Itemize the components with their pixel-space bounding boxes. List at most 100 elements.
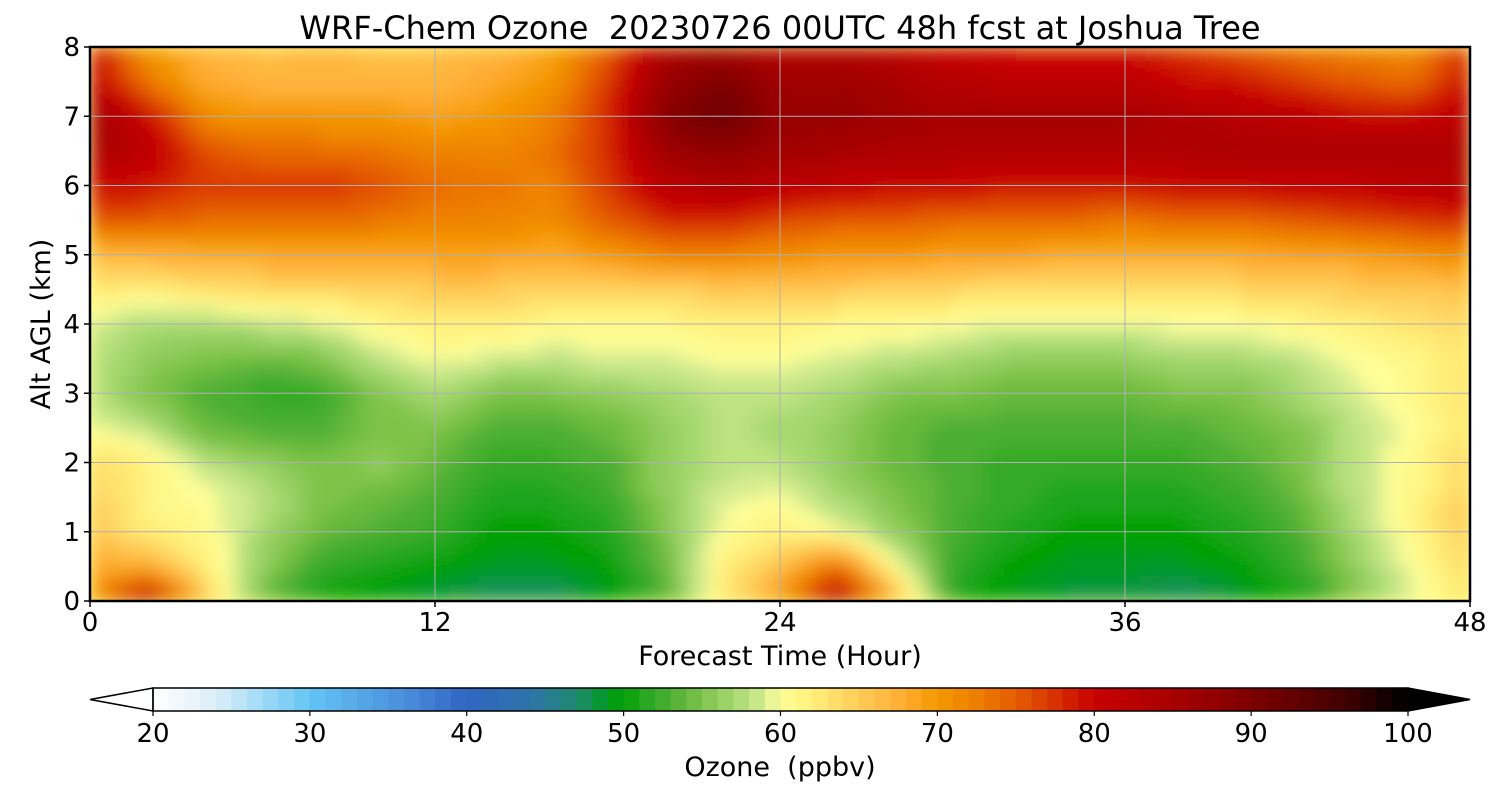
ozone-cell [1225, 583, 1241, 594]
ozone-cell [1067, 306, 1083, 317]
ozone-cell [1125, 505, 1141, 516]
ozone-cell [1211, 246, 1227, 256]
ozone-cell [1412, 497, 1428, 507]
ozone-cell [1326, 393, 1342, 403]
ozone-cell [90, 401, 106, 412]
ozone-cell [1125, 315, 1141, 325]
ozone-cell [521, 202, 537, 213]
ozone-cell [636, 393, 652, 403]
ozone-cell [420, 453, 436, 464]
ozone-cell [1383, 263, 1399, 273]
ozone-cell [909, 237, 925, 247]
ozone-cell [1383, 289, 1399, 299]
ozone-cell [521, 150, 537, 161]
ozone-cell [1196, 384, 1213, 395]
ozone-cell [1125, 436, 1141, 446]
ozone-cell [1254, 583, 1270, 594]
ozone-cell [1225, 246, 1241, 256]
ozone-cell [1311, 349, 1328, 360]
ozone-cell [435, 410, 451, 421]
ozone-cell [348, 419, 364, 429]
ozone-cell [981, 237, 997, 247]
ozone-cell [736, 211, 753, 221]
ozone-cell [262, 566, 278, 576]
ozone-cell [837, 185, 853, 195]
ozone-cell [665, 150, 681, 161]
ozone-cell [305, 419, 321, 429]
ozone-cell [593, 462, 609, 472]
ozone-cell [1254, 168, 1270, 178]
ozone-cell [966, 592, 983, 601]
ozone-cell [535, 523, 551, 533]
ozone-cell [334, 488, 350, 498]
ozone-cell [1268, 358, 1284, 369]
ozone-cell [1139, 358, 1155, 369]
ozone-cell [1182, 557, 1198, 568]
ozone-cell [1268, 566, 1284, 576]
ozone-cell [1225, 497, 1241, 507]
ozone-cell [1355, 228, 1371, 239]
ozone-cell [981, 168, 997, 178]
ozone-cell [205, 349, 221, 360]
ozone-cell [104, 393, 120, 403]
ozone-cell [650, 168, 666, 178]
ozone-cell [1038, 410, 1054, 421]
ozone-cell [1383, 549, 1399, 559]
ozone-cell [176, 194, 192, 204]
ozone-cell [391, 419, 408, 429]
ozone-cell [1081, 150, 1098, 161]
ozone-cell [492, 185, 508, 195]
ozone-cell [1010, 298, 1026, 308]
ozone-cell [550, 540, 566, 550]
ozone-cell [161, 523, 178, 533]
ozone-cell [205, 367, 221, 377]
ozone-cell [607, 298, 623, 308]
ozone-cell [751, 367, 767, 377]
ozone-cell [1053, 549, 1069, 559]
ozone-cell [1053, 427, 1069, 438]
ozone-cell [621, 453, 638, 464]
ozone-cell [1139, 150, 1155, 161]
ozone-cell [1168, 557, 1184, 568]
ozone-cell [1053, 479, 1069, 490]
ozone-cell [1024, 453, 1040, 464]
ozone-cell [463, 453, 479, 464]
ozone-cell [1096, 211, 1112, 221]
ozone-cell [607, 393, 623, 403]
ozone-cell [506, 566, 523, 576]
ozone-cell [161, 471, 178, 481]
ozone-cell [1268, 341, 1284, 351]
ozone-cell [650, 194, 666, 204]
ozone-cell [607, 254, 623, 265]
ozone-cell [334, 220, 350, 230]
ozone-cell [851, 453, 868, 464]
ozone-cell [1153, 427, 1169, 438]
ozone-cell [506, 583, 523, 594]
ozone-cell [463, 194, 479, 204]
ozone-cell [233, 384, 249, 395]
ozone-cell [1355, 471, 1371, 481]
ozone-cell [751, 393, 767, 403]
ozone-cell [190, 540, 206, 550]
ozone-cell [981, 393, 997, 403]
ozone-cell [981, 462, 997, 472]
ozone-cell [1283, 367, 1299, 377]
ozone-cell [1383, 393, 1399, 403]
ozone-cell [1024, 583, 1040, 594]
ozone-cell [205, 557, 221, 568]
ozone-cell [320, 488, 336, 498]
ozone-cell [808, 419, 824, 429]
ozone-cell [1355, 549, 1371, 559]
ozone-cell [708, 384, 724, 395]
ozone-cell [679, 202, 695, 213]
ozone-cell [104, 453, 120, 464]
ozone-cell [866, 419, 882, 429]
ozone-cell [909, 341, 925, 351]
ozone-cell [665, 566, 681, 576]
ozone-cell [320, 332, 336, 343]
ozone-cell [420, 575, 436, 585]
ozone-cell [736, 419, 753, 429]
ozone-cell [1297, 341, 1313, 351]
ozone-cell [248, 168, 264, 178]
ozone-cell [995, 254, 1011, 265]
